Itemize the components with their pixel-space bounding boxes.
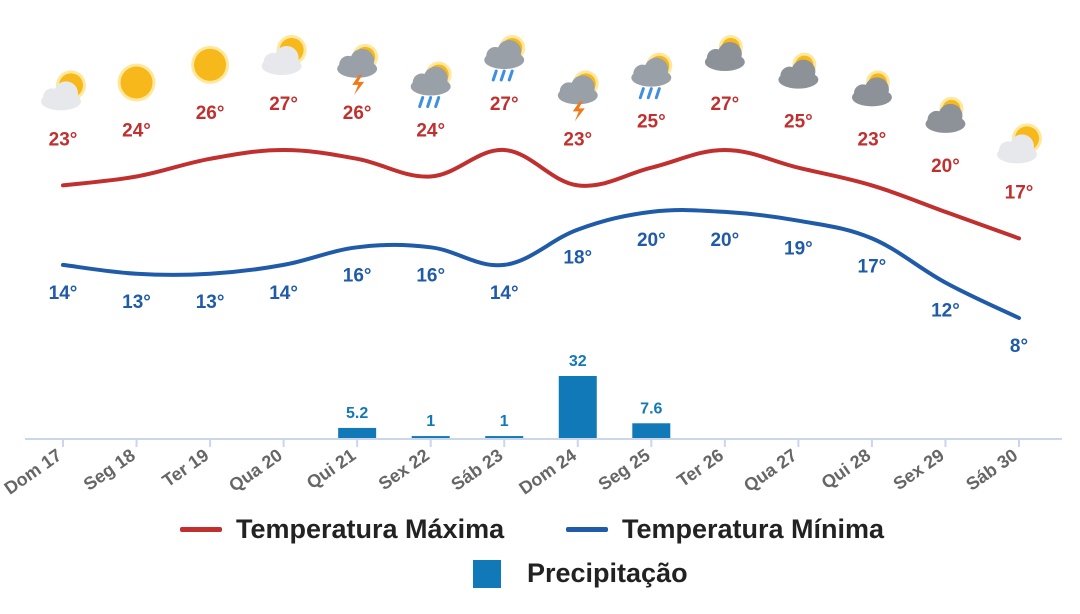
x-tick-label: Qua 27: [740, 445, 801, 496]
partly-cloudy-icon: [261, 35, 307, 75]
max-temp-label: 17°: [1005, 182, 1034, 203]
partly-cloudy-icon: [41, 70, 86, 111]
sunny-icon: [191, 45, 230, 84]
max-temp-label: 23°: [563, 129, 592, 150]
x-tick-label: Sex 22: [375, 445, 433, 494]
min-temp-line: [61, 208, 1021, 320]
min-temp-label: 12°: [931, 301, 960, 322]
min-temp-label: 14°: [49, 283, 78, 304]
thunderstorm-icon: [337, 43, 379, 95]
precip-bar: [411, 436, 450, 438]
legend-max-label: Temperatura Máxima: [236, 514, 505, 544]
rain-icon: [484, 35, 526, 82]
legend-min-swatch: [566, 527, 608, 532]
min-temp-label: 8°: [1010, 336, 1028, 357]
max-temp-label: 26°: [343, 103, 372, 124]
partly-cloudy-icon: [997, 123, 1042, 164]
cloudy-icon: [851, 70, 892, 107]
min-temp-label: 16°: [416, 265, 445, 286]
max-temp-label: 25°: [784, 112, 813, 133]
max-temp-label: 26°: [196, 103, 225, 124]
max-temp-label: 27°: [710, 94, 739, 115]
x-tick-label: Qua 20: [225, 445, 286, 496]
precip-bar: [632, 423, 671, 438]
legend-min: Temperatura Mínima: [566, 514, 884, 545]
max-temp-label: 25°: [637, 112, 666, 133]
precip-label: 1: [426, 413, 435, 430]
max-temperature-series: 23° 24° 26° 27° 26° 24° 27° 23° 25° 27° 25° 23° 20° 1…: [49, 94, 1034, 241]
max-temp-label: 24°: [416, 121, 445, 142]
min-temp-label: 14°: [490, 283, 519, 304]
x-tick-label: Sáb 23: [448, 445, 507, 495]
x-axis: Dom 17 Seg 18 Ter 19 Qua 20 Qui 21 Sex 22 Sáb …: [1, 438, 1062, 499]
rain-icon: [410, 61, 452, 109]
min-temp-label: 13°: [196, 292, 225, 313]
max-temp-label: 23°: [858, 129, 887, 150]
min-temp-label: 13°: [122, 292, 151, 313]
x-tick-label: Ter 26: [673, 445, 727, 491]
precip-label: 7.6: [640, 400, 662, 417]
precip-bar: [485, 436, 524, 438]
min-temp-label: 19°: [784, 239, 813, 260]
x-tick-label: Dom 24: [515, 445, 580, 499]
legend-max: Temperatura Máxima: [180, 514, 504, 545]
x-tick-label: Qui 28: [818, 445, 875, 493]
precip-bar: [338, 427, 377, 438]
precip-label: 32: [569, 353, 587, 370]
rain-icon: [631, 52, 673, 100]
precip-label: 5.2: [346, 405, 368, 422]
min-temp-label: 16°: [343, 265, 372, 286]
x-tick-label: Dom 17: [1, 445, 66, 499]
max-temp-label: 27°: [269, 94, 298, 115]
thunderstorm-icon: [557, 70, 599, 122]
max-temp-label: 24°: [122, 121, 151, 142]
precip-label: 1: [500, 413, 509, 430]
x-tick-label: Sex 29: [890, 445, 948, 494]
x-tick-label: Sáb 30: [962, 445, 1021, 495]
max-temp-label: 27°: [490, 94, 519, 115]
legend-max-swatch: [180, 527, 222, 532]
x-tick-label: Seg 25: [595, 445, 654, 495]
min-temp-label: 17°: [858, 256, 887, 277]
min-temp-label: 18°: [563, 248, 592, 269]
max-temp-line: [61, 147, 1021, 241]
legend-precip-label: Precipitação: [527, 558, 688, 588]
min-temperature-series: 14° 13° 13° 14° 16° 16° 14° 18° 20° 20° 19° 17° 12° 8…: [49, 208, 1028, 357]
min-temp-label: 20°: [710, 230, 739, 251]
x-tick-label: Ter 19: [159, 445, 213, 491]
cloudy-icon: [925, 96, 966, 133]
legend-precip: Precipitação: [473, 558, 688, 589]
precip-bar: [558, 376, 597, 438]
weather-icons-layer: [41, 35, 1042, 164]
legend-precip-swatch: [473, 559, 501, 588]
max-temp-label: 23°: [49, 129, 78, 150]
x-tick-label: Qui 21: [303, 445, 360, 493]
legend-min-label: Temperatura Mínima: [622, 514, 885, 544]
min-temp-label: 20°: [637, 230, 666, 251]
cloudy-icon: [704, 35, 745, 71]
precipitation-series: 5.2 1 1 32 7.6: [338, 353, 671, 438]
x-tick-label: Seg 18: [80, 445, 139, 495]
cloudy-icon: [778, 52, 819, 89]
min-temp-label: 14°: [269, 283, 298, 304]
max-temp-label: 20°: [931, 156, 960, 177]
sunny-icon: [117, 63, 156, 102]
